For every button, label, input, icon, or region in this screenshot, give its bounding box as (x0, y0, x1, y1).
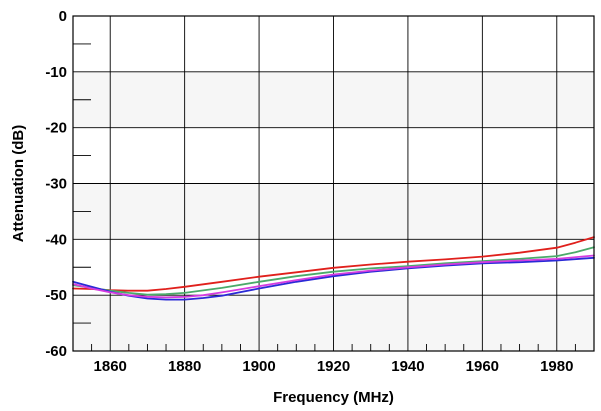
data-series (72, 236, 595, 301)
x-tick-label: 1940 (391, 358, 424, 375)
y-tick-label: -50 (45, 287, 67, 304)
y-tick-label: -30 (45, 176, 67, 193)
y-tick-label: -20 (45, 120, 67, 137)
x-tick-label: 1920 (317, 358, 350, 375)
x-tick-label: 1880 (168, 358, 201, 375)
series-line-1 (72, 236, 595, 292)
plot-frame (72, 15, 595, 352)
grid-lines (73, 16, 594, 351)
series-line-2 (72, 246, 595, 296)
x-tick-label: 1960 (466, 358, 499, 375)
y-tick-labels: 0 -10 -20 -30 -40 -50 -60 (45, 8, 67, 360)
y-tick-label: -40 (45, 231, 67, 248)
y-tick-label: 0 (59, 8, 67, 25)
y-tick-label: -10 (45, 64, 67, 81)
x-tick-label: 1900 (242, 358, 275, 375)
y-tick-label: -60 (45, 343, 67, 360)
series-line-4 (72, 254, 595, 299)
x-tick-label: 1860 (94, 358, 127, 375)
x-axis-title: Frequency (MHz) (273, 389, 394, 406)
x-tick-labels: 1860 1880 1900 1920 1940 1960 1980 (94, 358, 574, 375)
y-axis-title: Attenuation (dB) (10, 125, 27, 242)
x-tick-label: 1980 (540, 358, 573, 375)
